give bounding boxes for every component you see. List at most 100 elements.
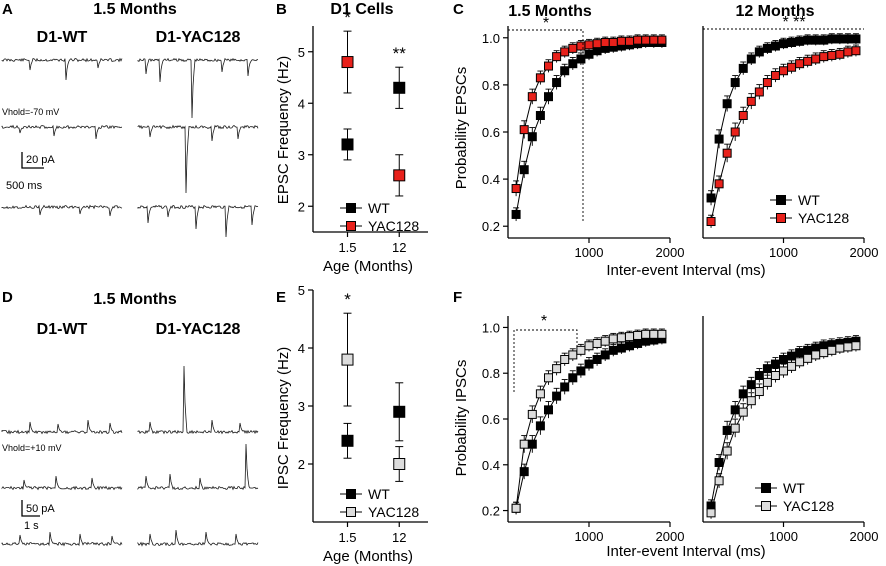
data-point-yac128	[730, 423, 740, 433]
data-point-yac128	[393, 169, 406, 182]
data-point-yac128	[730, 127, 740, 137]
data-point-wt	[393, 405, 406, 418]
data-point-wt	[843, 34, 853, 44]
y-tick-label: 0.8	[482, 78, 500, 93]
legend-marker-yac128	[346, 221, 356, 231]
data-point-yac128	[592, 338, 602, 348]
data-point-yac128	[649, 35, 659, 45]
legend-label-wt: WT	[783, 480, 805, 496]
data-point-wt	[730, 78, 740, 88]
data-point-wt	[535, 111, 545, 121]
significance-bracket	[508, 29, 584, 222]
panel-d-col1-label: D1-WT	[37, 321, 88, 338]
chart-e-letter: E	[276, 289, 286, 306]
data-point-yac128	[341, 353, 354, 366]
legend-marker-wt	[346, 489, 356, 499]
y-tick-label: 4	[298, 96, 305, 111]
legend-label-wt: WT	[368, 486, 390, 502]
data-point-yac128	[738, 407, 748, 417]
trace-d-yac-3	[137, 529, 259, 547]
panel-a-vhold: Vhold=-70 mV	[2, 107, 59, 117]
data-point-wt	[576, 366, 586, 376]
data-point-yac128	[714, 179, 724, 189]
y-tick-label: 2	[298, 457, 305, 472]
data-point-wt	[535, 421, 545, 431]
data-point-wt	[584, 359, 594, 369]
trace-a-yac-3	[137, 204, 259, 238]
data-point-wt	[511, 209, 521, 219]
y-tick-label: 5	[298, 45, 305, 60]
data-point-yac128	[811, 54, 821, 64]
data-point-wt	[519, 467, 529, 477]
data-point-yac128	[552, 364, 562, 374]
legend-marker-yac128	[761, 501, 771, 511]
data-point-yac128	[843, 342, 853, 352]
significance-marker: *	[543, 15, 549, 32]
data-point-yac128	[762, 78, 772, 88]
data-point-wt	[730, 405, 740, 415]
data-point-wt	[779, 354, 788, 364]
trace-d-wt-2	[1, 475, 123, 491]
data-point-yac128	[746, 96, 756, 106]
data-point-yac128	[827, 345, 837, 355]
data-point-wt	[393, 81, 406, 94]
data-point-yac128	[527, 92, 537, 102]
data-point-wt	[762, 43, 772, 53]
data-point-yac128	[535, 389, 545, 399]
significance-marker: *	[344, 8, 351, 27]
trace-a-yac-2	[137, 124, 259, 194]
y-tick-label: 1.0	[482, 31, 500, 46]
data-point-yac128	[625, 36, 634, 46]
data-point-wt	[544, 405, 553, 415]
panel-a-letter: A	[2, 1, 13, 18]
data-point-yac128	[552, 52, 562, 62]
data-point-wt	[787, 351, 797, 361]
data-point-yac128	[600, 336, 610, 346]
data-point-yac128	[511, 184, 521, 194]
y-tick-label: 5	[298, 283, 305, 298]
data-point-yac128	[625, 332, 634, 342]
legend-marker-wt	[761, 483, 771, 493]
x-tick-label: 1000	[769, 245, 798, 260]
data-point-wt	[576, 54, 586, 64]
data-point-wt	[835, 34, 845, 44]
panel-d-col2-label: D1-YAC128	[156, 321, 241, 338]
data-point-wt	[714, 134, 724, 144]
data-point-yac128	[738, 111, 748, 121]
data-point-yac128	[657, 35, 667, 45]
data-point-wt	[770, 41, 780, 51]
x-tick-label: 1000	[575, 529, 604, 544]
data-point-yac128	[616, 36, 626, 46]
chart-b-xlabel: Age (Months)	[323, 258, 413, 275]
data-point-wt	[762, 364, 772, 374]
data-point-yac128	[779, 66, 788, 76]
data-point-wt	[519, 165, 529, 175]
data-point-yac128	[770, 371, 780, 381]
trace-a-wt-3	[1, 204, 123, 217]
data-point-wt	[827, 34, 837, 44]
data-point-yac128	[722, 446, 732, 456]
chart-c-ylabel: Probability EPSCs	[453, 67, 470, 190]
data-point-wt	[584, 49, 594, 59]
y-tick-label: 0.4	[482, 172, 500, 187]
data-point-yac128	[641, 35, 651, 45]
significance-marker: *	[541, 313, 547, 330]
data-point-yac128	[779, 366, 788, 376]
chart-f-xlabel: Inter-event Interval (ms)	[606, 543, 765, 560]
data-point-wt	[738, 389, 748, 399]
data-point-wt	[811, 35, 821, 45]
panel-d-vhold: Vhold=+10 mV	[2, 443, 62, 453]
legend-marker-wt	[776, 195, 786, 205]
data-point-yac128	[851, 46, 861, 56]
data-point-yac128	[584, 40, 594, 50]
data-point-wt	[552, 391, 562, 401]
data-point-yac128	[762, 377, 772, 387]
data-point-yac128	[608, 334, 618, 344]
data-point-wt	[341, 434, 354, 447]
chart-e-ylabel: IPSC Frequency (Hz)	[275, 347, 292, 490]
significance-marker: **	[393, 44, 407, 63]
data-point-yac128	[843, 47, 853, 57]
data-point-yac128	[560, 47, 570, 57]
data-point-yac128	[754, 387, 764, 397]
data-point-wt	[722, 425, 732, 435]
